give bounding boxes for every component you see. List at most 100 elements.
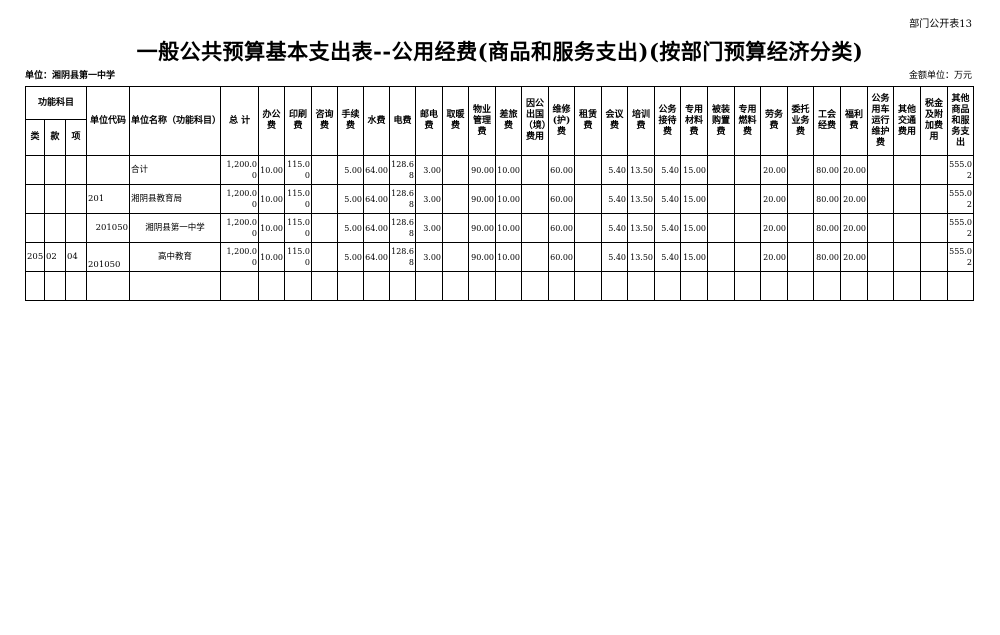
table-cell: 10.00 [258, 184, 286, 214]
table-cell: 90.00 [468, 242, 497, 272]
table-cell: 10.00 [495, 242, 523, 272]
table-row [25, 271, 975, 301]
column-header: 咨询费 [311, 86, 339, 156]
table-cell [893, 271, 922, 301]
table-cell [893, 213, 922, 243]
table-cell [25, 213, 45, 243]
table-cell [734, 213, 762, 243]
table-cell [44, 213, 66, 243]
column-header: 总 计 [220, 86, 260, 156]
table-cell: 5.40 [654, 213, 682, 243]
column-header: 办公费 [258, 86, 286, 156]
table-cell: 555.02 [947, 155, 975, 185]
table-cell: 1,200.00 [220, 242, 260, 272]
table-cell [86, 271, 131, 301]
table-cell: 80.00 [813, 242, 842, 272]
table-cell [284, 271, 313, 301]
column-header: 差旅费 [495, 86, 523, 156]
table-cell: 5.40 [654, 155, 682, 185]
table-cell [574, 271, 603, 301]
table-cell [311, 184, 339, 214]
table-cell [760, 271, 789, 301]
table-cell [867, 271, 895, 301]
table-cell [337, 271, 365, 301]
table-cell [44, 271, 66, 301]
table-cell [521, 184, 550, 214]
table-cell: 5.00 [337, 155, 365, 185]
table-cell [734, 271, 762, 301]
table-cell [64, 271, 88, 301]
table-cell: 90.00 [468, 184, 497, 214]
table-cell: 60.00 [548, 242, 576, 272]
column-header: 租赁费 [574, 86, 603, 156]
table-cell: 64.00 [363, 155, 391, 185]
table-cell [867, 155, 895, 185]
column-header: 邮电费 [415, 86, 444, 156]
table-cell: 115.00 [284, 213, 313, 243]
table-cell: 5.40 [654, 184, 682, 214]
table-cell: 90.00 [468, 155, 497, 185]
table-cell [25, 184, 45, 214]
table-cell [601, 271, 629, 301]
column-header: 手续费 [337, 86, 365, 156]
table-cell: 5.00 [337, 213, 365, 243]
table-cell: 80.00 [813, 213, 842, 243]
table-cell [25, 271, 45, 301]
table-cell: 115.00 [284, 242, 313, 272]
table-cell: 5.00 [337, 184, 365, 214]
table-cell [787, 155, 815, 185]
table-cell: 5.40 [601, 213, 629, 243]
table-cell [521, 242, 550, 272]
column-header: 公务接待费 [654, 86, 682, 156]
table-cell: 15.00 [680, 213, 709, 243]
table-cell: 128.68 [389, 155, 417, 185]
column-header-sub: 项 [64, 119, 88, 156]
table-cell: 13.50 [627, 155, 656, 185]
table-cell [947, 271, 975, 301]
table-cell [574, 242, 603, 272]
table-cell: 13.50 [627, 242, 656, 272]
table-row: 201050 湘阴县第一中学 1,200.00 10.00 115.00 5.00 64.0… [25, 213, 975, 243]
table-cell: 10.00 [495, 155, 523, 185]
table-cell [389, 271, 417, 301]
table-cell: 高中教育 [129, 242, 222, 272]
table-cell: 10.00 [258, 242, 286, 272]
table-cell: 3.00 [415, 155, 444, 185]
table-cell: 10.00 [495, 184, 523, 214]
table-cell [363, 271, 391, 301]
form-code: 部门公开表13 [909, 19, 972, 30]
table-cell [787, 213, 815, 243]
page-title: 一般公共预算基本支出表--公用经费(商品和服务支出)(按部门预算经济分类) [136, 39, 864, 64]
table-cell: 5.40 [654, 242, 682, 272]
table-cell [468, 271, 497, 301]
table-cell [64, 213, 88, 243]
table-cell [920, 271, 949, 301]
column-header: 电费 [389, 86, 417, 156]
table-cell: 15.00 [680, 155, 709, 185]
table-cell [734, 242, 762, 272]
table-cell: 1,200.00 [220, 155, 260, 185]
table-cell [867, 213, 895, 243]
table-cell [495, 271, 523, 301]
table-cell: 555.02 [947, 213, 975, 243]
column-header: 被装购置费 [707, 86, 736, 156]
table-cell [920, 155, 949, 185]
table-cell: 555.02 [947, 242, 975, 272]
table-cell: 20.00 [840, 213, 869, 243]
table-cell: 20.00 [840, 155, 869, 185]
table-cell: 60.00 [548, 155, 576, 185]
table-cell [707, 213, 736, 243]
table-cell: 湘阴县第一中学 [129, 213, 222, 243]
table-cell [548, 271, 576, 301]
column-header: 水费 [363, 86, 391, 156]
table-cell: 555.02 [947, 184, 975, 214]
column-header: 专用材料费 [680, 86, 709, 156]
column-header: 其他商品和服务支出 [947, 86, 975, 156]
table-cell: 64.00 [363, 184, 391, 214]
column-header: 培训费 [627, 86, 656, 156]
table-cell [442, 155, 470, 185]
table-cell [574, 213, 603, 243]
table-cell [707, 271, 736, 301]
table-cell [311, 213, 339, 243]
table-cell: 201050 [86, 242, 131, 272]
